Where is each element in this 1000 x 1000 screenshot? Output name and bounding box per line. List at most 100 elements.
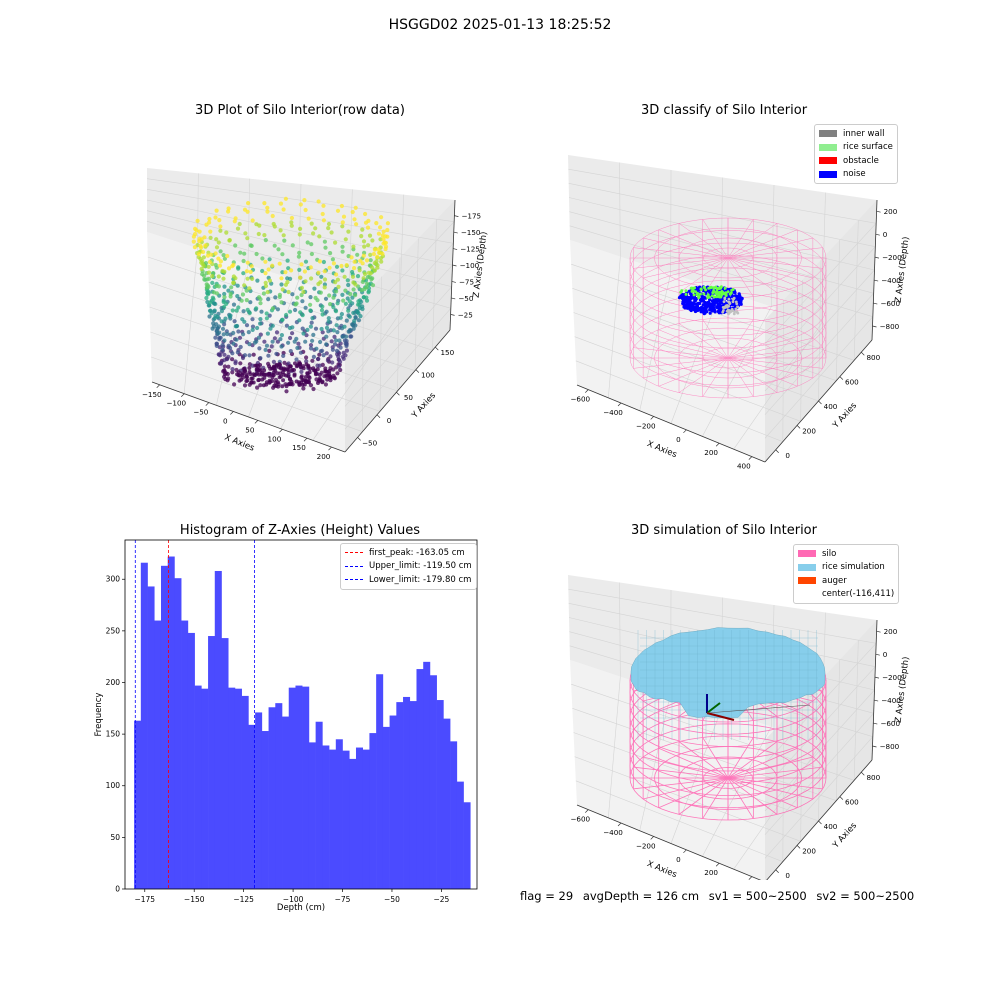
data-point — [290, 292, 295, 297]
data-point — [239, 298, 244, 303]
data-point — [310, 338, 315, 343]
z-axis-label: Z Axies (Depth) — [893, 236, 911, 303]
data-point — [256, 231, 261, 237]
legend-item-upper-limit: Upper_limit: -119.50 cm — [345, 560, 472, 574]
data-point — [238, 361, 243, 366]
rice-surface-mesh — [630, 627, 826, 719]
rice-surface-point — [724, 294, 728, 297]
data-point — [324, 334, 329, 339]
data-point — [341, 214, 347, 219]
rice-surface-point — [706, 293, 710, 297]
inner-wall-point — [728, 301, 731, 304]
data-point — [385, 227, 390, 233]
data-point — [201, 273, 207, 278]
data-point — [225, 253, 230, 259]
data-point — [338, 367, 343, 373]
grid-line — [147, 256, 433, 351]
inner-wall-point — [732, 297, 735, 301]
data-point — [325, 358, 330, 363]
histogram-bar — [201, 688, 209, 889]
data-point — [246, 201, 251, 206]
data-point — [328, 354, 333, 359]
data-point — [309, 251, 314, 257]
data-point — [254, 222, 259, 227]
data-point — [208, 300, 213, 305]
data-point — [269, 344, 274, 349]
data-point — [234, 337, 239, 342]
z-tick-label: −150 — [461, 228, 481, 237]
data-point — [295, 345, 300, 351]
data-point — [273, 295, 278, 300]
data-point — [301, 331, 306, 336]
data-point — [214, 208, 219, 213]
data-point — [364, 285, 369, 290]
data-point — [366, 270, 371, 275]
data-point — [294, 357, 299, 362]
data-point — [235, 226, 241, 231]
data-point — [366, 243, 371, 248]
rice-surface-point — [729, 291, 733, 295]
x-tick-label: −175 — [134, 895, 155, 904]
data-point — [313, 326, 319, 331]
legend-label: auger — [822, 575, 847, 586]
legend-item-noise: noise — [819, 168, 893, 182]
data-point — [356, 299, 361, 304]
data-point — [289, 223, 294, 228]
histogram-bar — [362, 749, 370, 889]
noise-point — [713, 310, 717, 314]
data-point — [250, 317, 255, 322]
data-point — [312, 286, 317, 291]
y-tick-label: 200 — [802, 846, 816, 855]
y-tick — [396, 391, 400, 396]
z-tick — [874, 279, 879, 282]
data-point — [365, 225, 371, 230]
rice-surface-point — [707, 286, 711, 290]
data-point — [344, 338, 349, 344]
histogram-bars — [134, 556, 471, 889]
data-point — [298, 202, 303, 207]
data-point — [272, 383, 277, 388]
rice-surface-point — [684, 289, 688, 293]
data-point — [247, 353, 252, 358]
data-point — [374, 221, 379, 226]
data-point — [258, 363, 263, 367]
data-point — [263, 271, 268, 276]
data-point — [230, 370, 235, 375]
data-point — [336, 354, 341, 359]
data-point — [302, 198, 307, 203]
data-point — [232, 319, 237, 324]
x-tick-label: −50 — [384, 895, 400, 904]
data-point — [346, 229, 351, 234]
histogram-bar — [261, 731, 269, 889]
data-point — [251, 352, 256, 357]
x-tick-label: −150 — [184, 895, 205, 904]
data-point — [242, 383, 248, 388]
data-point — [213, 215, 218, 220]
data-point — [361, 253, 366, 258]
x-tick — [585, 809, 589, 813]
data-point — [304, 355, 309, 360]
data-point — [322, 269, 327, 274]
histogram-bar — [443, 718, 451, 889]
y-tick — [818, 400, 822, 405]
data-point — [235, 350, 240, 355]
data-point — [300, 326, 305, 331]
histogram-bar — [436, 700, 444, 889]
z-tick-label: −25 — [458, 310, 473, 319]
data-point — [221, 276, 226, 281]
data-point — [334, 272, 339, 277]
data-point — [293, 307, 298, 313]
noise-point — [715, 305, 719, 309]
data-point — [374, 259, 379, 264]
histogram-chart: −175 −150 −125 −100 −75 −50 −25 0 50 100 150 200 250… — [94, 539, 478, 913]
data-point — [279, 300, 284, 305]
data-point — [338, 315, 343, 320]
data-point — [294, 301, 299, 306]
z-tick — [875, 653, 880, 656]
data-point — [270, 213, 275, 219]
y-tick — [376, 414, 381, 419]
data-point — [258, 301, 263, 306]
data-point — [344, 263, 349, 268]
data-point — [272, 366, 277, 370]
data-point — [199, 237, 204, 242]
